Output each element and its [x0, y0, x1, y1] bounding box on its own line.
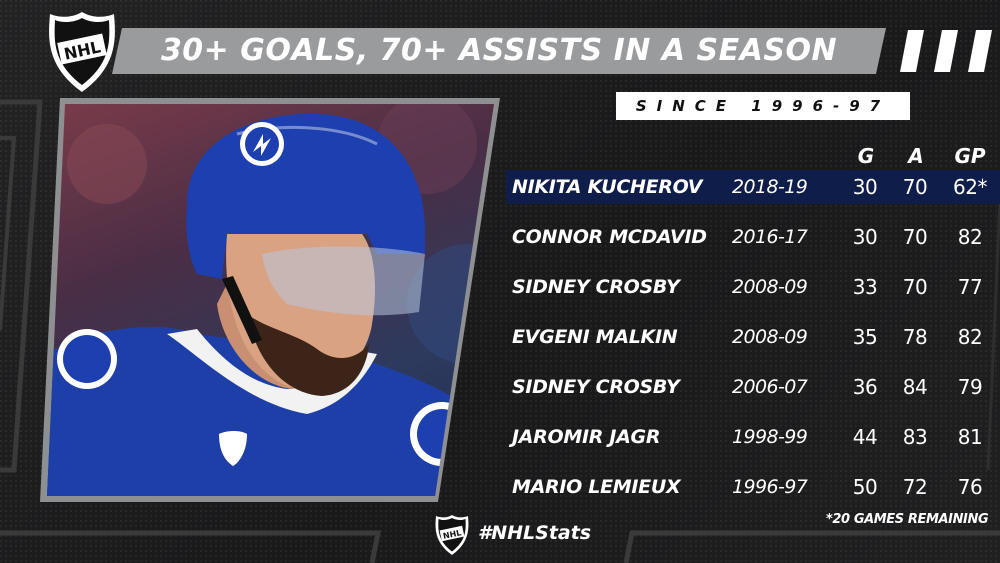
table-row: MARIO LEMIEUX 1996-97 50 72 76 — [506, 470, 1000, 504]
player-name: SIDNEY CROSBY — [512, 276, 680, 298]
season: 2006-07 — [732, 376, 808, 398]
assists-value: 83 — [902, 425, 928, 449]
games-played-value: 81 — [957, 425, 983, 449]
column-header-goals: G — [857, 144, 875, 168]
assists-value: 78 — [902, 325, 928, 349]
goals-value: 30 — [852, 225, 878, 249]
season: 1996-97 — [732, 476, 808, 498]
goals-value: 33 — [852, 275, 878, 299]
assists-value: 70 — [902, 275, 928, 299]
goals-value: 36 — [852, 375, 878, 399]
footnote: *20 GAMES REMAINING — [826, 512, 989, 527]
games-played-value: 82 — [957, 225, 983, 249]
goals-value: 50 — [852, 475, 878, 499]
table-row: SIDNEY CROSBY 2006-07 36 84 79 — [506, 370, 1000, 404]
nhl-footer-logo-icon: NHL — [435, 515, 469, 555]
nhl-logo-icon: NHL — [49, 12, 115, 92]
table-row-highlighted: NIKITA KUCHEROV 2018-19 30 70 62* — [506, 170, 1000, 204]
assists-value: 70 — [902, 175, 928, 199]
player-photo — [47, 104, 494, 496]
player-name: SIDNEY CROSBY — [512, 376, 680, 398]
subtitle-since: SINCE 1996-97 — [616, 92, 910, 120]
column-header-games-played: GP — [954, 144, 986, 168]
games-played-value: 79 — [957, 375, 983, 399]
season: 2008-09 — [732, 326, 808, 348]
assists-value: 70 — [902, 225, 928, 249]
table-row: CONNOR MCDAVID 2016-17 30 70 82 — [506, 220, 1000, 254]
title-bar: 30+ GOALS, 70+ ASSISTS IN A SEASON — [112, 28, 886, 74]
table-row: EVGENI MALKIN 2008-09 35 78 82 — [506, 320, 1000, 354]
player-illustration — [47, 104, 494, 496]
games-played-value: 62* — [953, 175, 987, 199]
table-row: JAROMIR JAGR 1998-99 44 83 81 — [506, 420, 1000, 454]
season: 1998-99 — [732, 426, 808, 448]
games-played-value: 77 — [957, 275, 983, 299]
season: 2008-09 — [732, 276, 808, 298]
hashtag: #NHLStats — [478, 522, 592, 544]
player-name: JAROMIR JAGR — [512, 426, 661, 448]
nhl-footer-logo-text: NHL — [442, 528, 462, 541]
assists-value: 84 — [902, 375, 928, 399]
season: 2018-19 — [732, 176, 808, 198]
player-name: NIKITA KUCHEROV — [512, 176, 703, 198]
assists-value: 72 — [902, 475, 928, 499]
player-name: CONNOR MCDAVID — [512, 226, 707, 248]
column-header-assists: A — [908, 144, 924, 168]
goals-value: 35 — [852, 325, 878, 349]
goals-value: 30 — [852, 175, 878, 199]
goals-value: 44 — [852, 425, 878, 449]
table-row: SIDNEY CROSBY 2008-09 33 70 77 — [506, 270, 1000, 304]
games-played-value: 76 — [957, 475, 983, 499]
page-title: 30+ GOALS, 70+ ASSISTS IN A SEASON — [160, 33, 838, 68]
games-played-value: 82 — [957, 325, 983, 349]
player-name: MARIO LEMIEUX — [512, 476, 681, 498]
season: 2016-17 — [732, 226, 808, 248]
player-name: EVGENI MALKIN — [512, 326, 678, 348]
